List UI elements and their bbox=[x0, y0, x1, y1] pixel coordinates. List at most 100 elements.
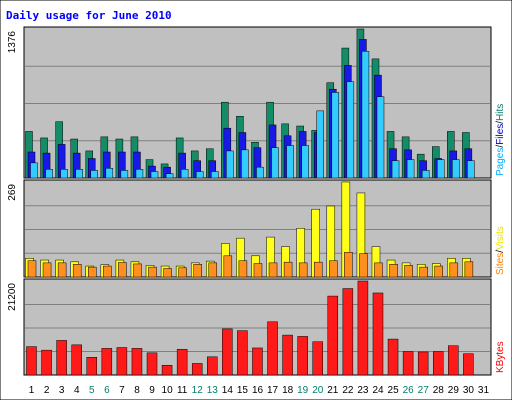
x-tick-label: 22 bbox=[342, 385, 354, 396]
panel-middle-legend: Sites/Visits bbox=[495, 226, 506, 275]
x-tick-label: 11 bbox=[177, 385, 188, 396]
bar-pages bbox=[452, 159, 460, 179]
bar-kbytes bbox=[342, 288, 354, 376]
bar-sites bbox=[72, 264, 82, 278]
x-tick-label: 21 bbox=[327, 385, 339, 396]
bar-sites bbox=[57, 262, 67, 278]
bar-pages bbox=[150, 171, 159, 179]
x-axis-labels: 1 2 3 4 5 6 7 8 9 10 11 12 13 14 15 16 17 18 19 20 21 22 23 24 2… bbox=[29, 385, 490, 396]
bar-pages bbox=[30, 162, 38, 179]
x-tick-label: 25 bbox=[388, 385, 400, 396]
bar-kbytes bbox=[297, 336, 308, 376]
panel-bottom-legend: KBytes bbox=[495, 341, 506, 373]
bar-kbytes bbox=[267, 321, 278, 376]
bar-sites bbox=[374, 262, 383, 278]
series-sites bbox=[27, 252, 474, 278]
bar-pages bbox=[105, 168, 114, 179]
bar-kbytes bbox=[41, 349, 52, 376]
bar-kbytes bbox=[207, 356, 218, 376]
bar-sites bbox=[148, 266, 157, 278]
bar-pages bbox=[391, 160, 400, 179]
bar-pages bbox=[165, 173, 174, 179]
series-pages bbox=[30, 51, 475, 179]
bar-pages bbox=[211, 171, 219, 179]
panel-middle-max-label: 269 bbox=[7, 184, 18, 201]
bar-pages bbox=[331, 92, 340, 179]
bar-pages bbox=[256, 166, 264, 179]
bar-pages bbox=[286, 145, 294, 179]
panel-bottom: 21200 KBytes bbox=[7, 278, 506, 376]
bar-pages bbox=[301, 145, 309, 179]
x-tick-label: 1 bbox=[29, 385, 35, 396]
bar-kbytes bbox=[86, 357, 98, 376]
bar-kbytes bbox=[372, 292, 384, 376]
x-tick-label: 31 bbox=[478, 385, 490, 396]
legend-item: Visits bbox=[495, 226, 506, 250]
x-tick-label: 19 bbox=[297, 385, 309, 396]
legend-item: / bbox=[495, 121, 506, 124]
bar-kbytes bbox=[101, 348, 113, 376]
panel-bottom-max-label: 21200 bbox=[7, 283, 18, 311]
x-tick-label: 3 bbox=[59, 385, 65, 396]
bar-kbytes bbox=[131, 348, 143, 376]
series-kbytes bbox=[26, 280, 474, 376]
bar-sites bbox=[344, 252, 353, 278]
bar-sites bbox=[118, 262, 127, 278]
x-tick-label: 17 bbox=[267, 385, 279, 396]
bar-sites bbox=[464, 261, 474, 278]
legend-item: Files bbox=[495, 124, 506, 145]
bar-kbytes bbox=[191, 363, 203, 376]
bar-sites bbox=[178, 267, 187, 278]
bar-kbytes bbox=[432, 351, 444, 376]
legend-item: Pages bbox=[495, 148, 506, 176]
x-tick-label: 30 bbox=[463, 385, 475, 396]
legend-item: Sites bbox=[495, 253, 506, 275]
x-tick-label: 20 bbox=[312, 385, 324, 396]
bar-sites bbox=[313, 261, 323, 278]
bar-kbytes bbox=[282, 334, 293, 376]
bar-kbytes bbox=[161, 364, 173, 376]
panels-layer: 1376Pages/Files/Hits269Sites/Visits21200… bbox=[7, 26, 506, 376]
bar-kbytes bbox=[71, 344, 82, 376]
bar-pages bbox=[75, 169, 83, 179]
x-tick-label: 27 bbox=[418, 385, 430, 396]
bar-kbytes bbox=[237, 330, 248, 376]
bar-pages bbox=[135, 169, 144, 179]
bar-kbytes bbox=[312, 341, 323, 376]
x-tick-label: 2 bbox=[44, 385, 50, 396]
bar-sites bbox=[103, 265, 112, 278]
bar-sites bbox=[268, 262, 278, 278]
bar-sites bbox=[389, 264, 398, 278]
bar-pages bbox=[195, 171, 204, 179]
legend-item: KBytes bbox=[495, 341, 506, 373]
bar-sites bbox=[253, 263, 263, 278]
x-tick-label: 5 bbox=[89, 385, 95, 396]
bar-sites bbox=[404, 265, 413, 278]
bar-kbytes bbox=[463, 353, 474, 376]
legend-item: / bbox=[495, 250, 506, 253]
x-tick-label: 14 bbox=[222, 385, 234, 396]
panel-top-max-label: 1376 bbox=[7, 31, 18, 54]
bar-sites bbox=[193, 264, 202, 278]
x-tick-label: 28 bbox=[433, 385, 445, 396]
bar-sites bbox=[298, 262, 308, 278]
bar-pages bbox=[467, 160, 475, 179]
bar-pages bbox=[421, 170, 430, 179]
x-tick-label: 10 bbox=[162, 385, 174, 396]
bar-sites bbox=[27, 260, 37, 278]
bar-sites bbox=[238, 260, 248, 278]
bar-kbytes bbox=[327, 295, 339, 376]
bar-sites bbox=[329, 260, 338, 278]
bar-sites bbox=[88, 266, 97, 278]
bar-pages bbox=[376, 96, 385, 179]
bar-pages bbox=[316, 110, 324, 179]
bar-sites bbox=[359, 253, 368, 278]
bar-sites bbox=[419, 266, 428, 278]
x-tick-label: 8 bbox=[134, 385, 140, 396]
bar-kbytes bbox=[357, 280, 369, 376]
bar-pages bbox=[60, 169, 68, 179]
bar-sites bbox=[133, 263, 142, 278]
x-tick-label: 26 bbox=[403, 385, 415, 396]
legend-item: / bbox=[495, 145, 506, 148]
bar-kbytes bbox=[56, 340, 67, 376]
